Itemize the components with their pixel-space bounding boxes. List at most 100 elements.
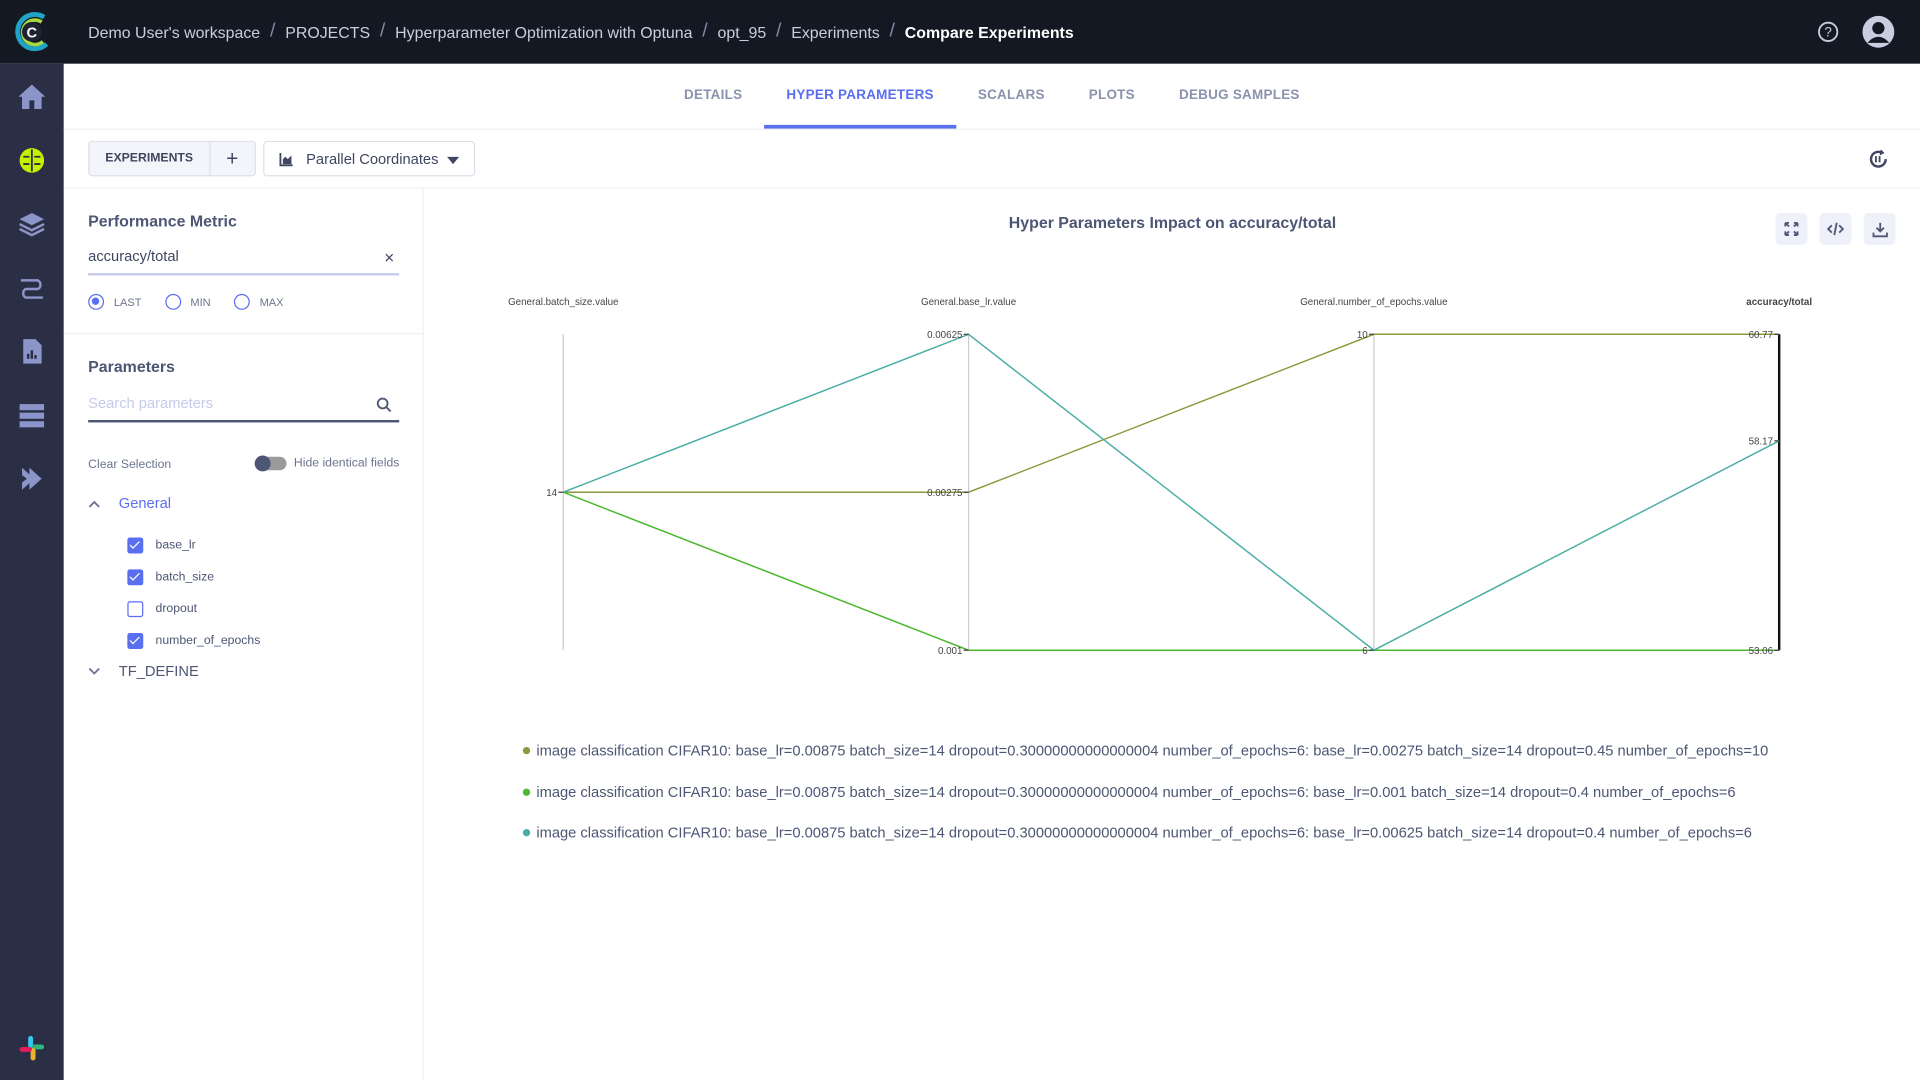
group-general[interactable]: General	[88, 495, 171, 512]
radio-min[interactable]: MIN	[164, 293, 211, 310]
view-type-select[interactable]: Parallel Coordinates	[263, 140, 476, 177]
legend-label: image classification CIFAR10: base_lr=0.…	[536, 783, 1736, 801]
checkbox-checked[interactable]	[127, 632, 144, 649]
chart-panel: Hyper Parameters Impact on accuracy/tota…	[425, 189, 1920, 1080]
tick-label: 0.00625	[927, 330, 963, 341]
tab-scalars[interactable]: SCALARS	[977, 88, 1045, 103]
tab-debug-samples[interactable]: DEBUG SAMPLES	[1178, 88, 1300, 103]
projects-brain-icon[interactable]	[17, 146, 46, 175]
legend-dot-icon	[522, 828, 531, 837]
chart-legend: image classification CIFAR10: base_lr=0.…	[522, 742, 1769, 865]
tab-details[interactable]: DETAILS	[683, 88, 743, 103]
param-label: dropout	[155, 602, 198, 616]
left-panel: Performance Metric accuracy/total × LAST…	[63, 188, 424, 1080]
tick-label: 6	[1362, 646, 1368, 657]
crumb-project[interactable]: Hyperparameter Optimization with Optuna	[395, 22, 693, 42]
auto-refresh-icon[interactable]	[1866, 147, 1890, 171]
expand-icon	[1784, 221, 1799, 237]
radio-min-label: MIN	[190, 295, 211, 308]
svg-text:?: ?	[1824, 25, 1831, 40]
legend-item[interactable]: image classification CIFAR10: base_lr=0.…	[522, 742, 1769, 783]
tab-hyper-parameters[interactable]: HYPER PARAMETERS	[764, 64, 957, 129]
legend-item[interactable]: image classification CIFAR10: base_lr=0.…	[522, 783, 1768, 824]
clear-metric-icon[interactable]: ×	[384, 247, 395, 267]
param-batch-size[interactable]: batch_size	[127, 562, 260, 594]
toolbar: EXPERIMENTS + Parallel Coordinates	[63, 130, 1920, 189]
user-avatar-icon[interactable]	[1861, 15, 1895, 49]
legend-label: image classification CIFAR10: base_lr=0.…	[536, 742, 1769, 760]
param-base-lr[interactable]: base_lr	[127, 530, 260, 562]
sidebar	[0, 63, 64, 1080]
radio-last-label: LAST	[113, 295, 142, 308]
series-line[interactable]	[562, 333, 1780, 652]
search-icon	[376, 397, 392, 413]
checkbox-checked[interactable]	[127, 537, 144, 554]
param-label: base_lr	[155, 538, 196, 553]
parallel-coordinates-chart: General.batch_size.value General.base_lr.…	[508, 297, 1812, 657]
series-line[interactable]	[563, 333, 1780, 493]
tick-label: 10	[1357, 330, 1368, 341]
group-tf-define-label: TF_DEFINE	[118, 662, 199, 680]
axis-label: General.number_of_epochs.value	[1300, 297, 1447, 308]
tab-plots[interactable]: PLOTS	[1088, 88, 1135, 103]
applications-icon[interactable]	[17, 464, 46, 493]
legend-item[interactable]: image classification CIFAR10: base_lr=0.…	[522, 824, 1768, 865]
param-label: number_of_epochs	[155, 634, 261, 648]
hide-identical-toggle[interactable]: Hide identical fields	[254, 455, 399, 472]
crumb-workspace[interactable]: Demo User's workspace	[88, 22, 261, 42]
chart-icon	[279, 152, 293, 166]
param-number-of-epochs[interactable]: number_of_epochs	[127, 626, 260, 658]
radio-last[interactable]: LAST	[88, 293, 142, 310]
radio-max-label: MAX	[259, 295, 284, 308]
series-line[interactable]	[562, 491, 1780, 651]
param-label: batch_size	[155, 570, 215, 585]
tick-label: 0.001	[938, 646, 962, 657]
search-placeholder: Search parameters	[88, 394, 214, 412]
chevron-down-icon	[88, 667, 100, 675]
help-icon[interactable]: ?	[1817, 21, 1839, 43]
parameters-title: Parameters	[88, 357, 175, 376]
radio-max[interactable]: MAX	[233, 293, 284, 310]
legend-dot-icon	[522, 787, 531, 796]
tick-label: 0.00275	[927, 488, 963, 499]
top-bar: C Demo User's workspace / PROJECTS / Hyper…	[0, 0, 1920, 64]
param-dropout[interactable]: dropout	[127, 594, 260, 626]
performance-metric-title: Performance Metric	[88, 211, 237, 231]
toggle-switch[interactable]	[254, 455, 287, 472]
crumb-current: Compare Experiments	[904, 22, 1074, 42]
axis-label: General.base_lr.value	[921, 297, 1016, 308]
download-button[interactable]	[1863, 213, 1896, 245]
chart-title: Hyper Parameters Impact on accuracy/tota…	[1008, 213, 1337, 232]
axis-label: accuracy/total	[1746, 297, 1812, 308]
chevron-up-icon	[88, 500, 100, 507]
crumb-experiments[interactable]: Experiments	[791, 22, 880, 42]
metric-input[interactable]: accuracy/total ×	[88, 247, 400, 276]
clearml-logo[interactable]: C	[0, 0, 64, 64]
embed-code-button[interactable]	[1819, 213, 1852, 245]
checkbox-checked[interactable]	[127, 569, 144, 586]
download-icon	[1871, 222, 1888, 237]
reports-icon[interactable]	[17, 337, 46, 366]
workers-queues-icon[interactable]	[17, 400, 46, 429]
divider	[63, 333, 423, 335]
tick-label: 60.77	[1749, 330, 1773, 341]
crumb-subproject[interactable]: opt_95	[717, 22, 767, 42]
clear-selection-link[interactable]: Clear Selection	[88, 457, 172, 472]
crumb-projects[interactable]: PROJECTS	[285, 22, 371, 42]
fullscreen-button[interactable]	[1775, 213, 1808, 245]
add-experiment-button[interactable]: +	[226, 146, 239, 171]
breadcrumb: Demo User's workspace / PROJECTS / Hyperpa…	[88, 20, 1074, 42]
legend-dot-icon	[522, 746, 531, 755]
search-parameters-input[interactable]: Search parameters	[88, 394, 400, 423]
checkbox-unchecked[interactable]	[127, 601, 144, 617]
experiments-button[interactable]: EXPERIMENTS	[89, 142, 211, 176]
home-icon[interactable]	[17, 82, 46, 111]
chevron-down-icon	[446, 156, 460, 165]
legend-label: image classification CIFAR10: base_lr=0.…	[536, 824, 1752, 842]
tick-label: 53.06	[1749, 646, 1774, 657]
pipelines-icon[interactable]	[17, 273, 46, 302]
slack-icon[interactable]	[17, 1033, 46, 1062]
group-tf-define[interactable]: TF_DEFINE	[88, 662, 199, 680]
datasets-layers-icon[interactable]	[17, 209, 46, 238]
view-type-value: Parallel Coordinates	[306, 150, 439, 168]
